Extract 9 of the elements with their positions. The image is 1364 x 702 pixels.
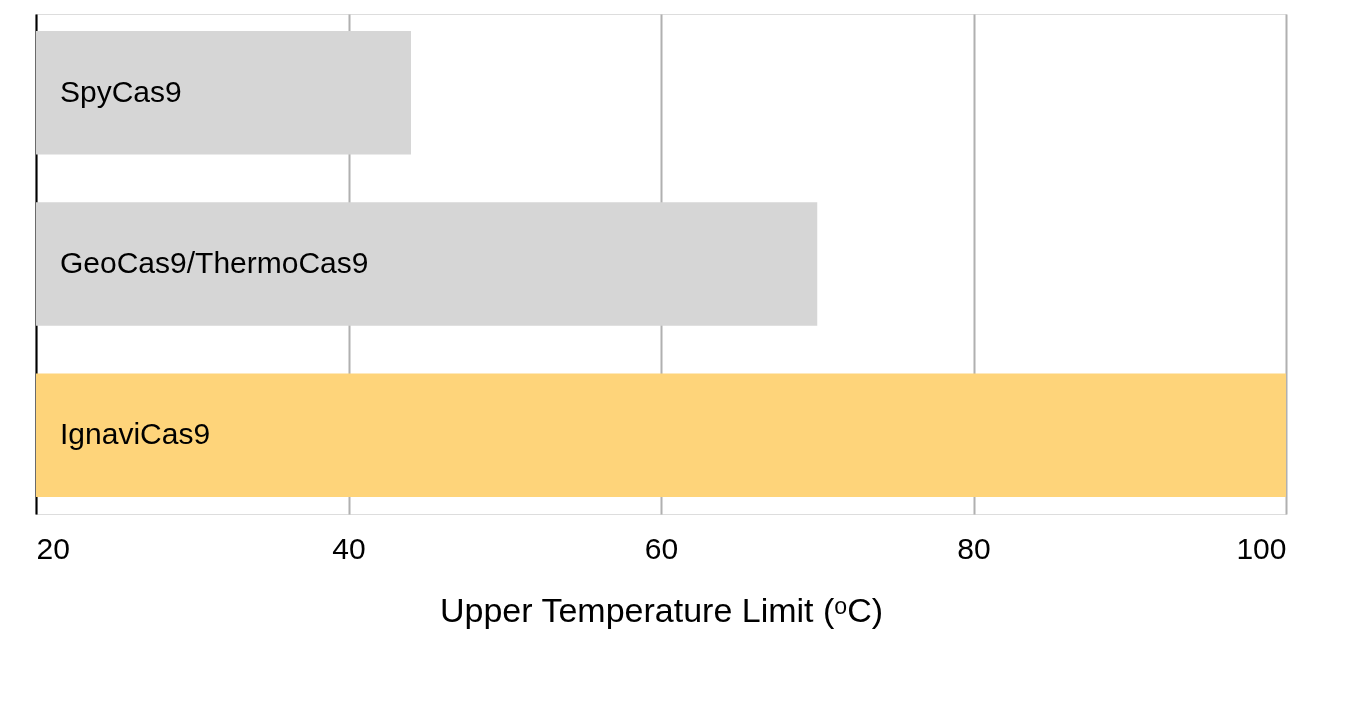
x-tick-label: 80 <box>957 531 991 565</box>
y-tick-label: SpyCas9 <box>60 74 182 108</box>
y-tick-label: IgnaviCas9 <box>60 417 211 451</box>
x-tick-label: 40 <box>332 531 366 565</box>
x-tick-label: 60 <box>644 531 679 565</box>
x-tick-label: 20 <box>36 531 70 565</box>
x-tick-label: 100 <box>1236 531 1287 565</box>
y-tick-label: GeoCas9/ThermoCas9 <box>60 246 369 279</box>
x-axis-title: Upper Temperature Limit (ᵒC) <box>439 590 884 629</box>
